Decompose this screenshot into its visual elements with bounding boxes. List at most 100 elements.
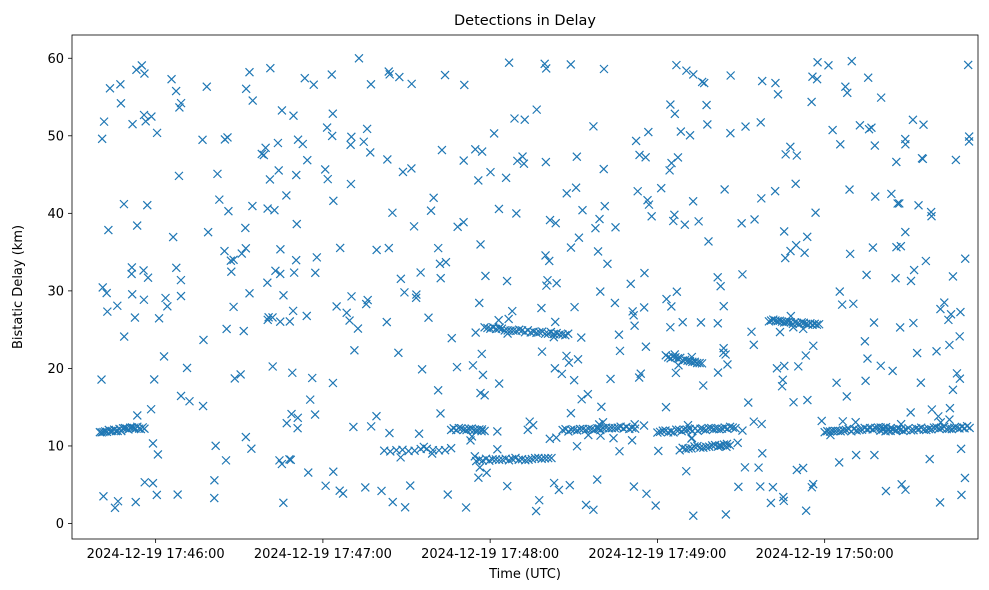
scatter-point [952, 368, 962, 378]
chart-title: Detections in Delay [454, 13, 596, 29]
scatter-point [507, 306, 517, 316]
scatter-point [747, 327, 756, 337]
scatter-point [838, 416, 848, 426]
scatter-point [564, 358, 574, 368]
scatter-point [610, 423, 620, 433]
scatter-point [310, 410, 320, 420]
scatter-point [599, 164, 609, 174]
scatter-point [152, 490, 162, 500]
scatter-point [275, 317, 285, 327]
scatter-point [722, 442, 731, 452]
scatter-point [900, 227, 910, 237]
scatter-point [159, 352, 169, 361]
scatter-point [770, 186, 780, 196]
scatter-point [411, 290, 421, 300]
y-tick-label: 0 [56, 517, 64, 532]
scatter-point [704, 442, 714, 452]
scatter-point [841, 425, 851, 435]
scatter-point [97, 375, 106, 384]
scatter-point [554, 485, 564, 495]
scatter-point [562, 188, 572, 198]
scatter-point [436, 409, 445, 418]
scatter-point [447, 333, 457, 343]
scatter-point [99, 117, 109, 127]
scatter-point [520, 115, 530, 125]
scatter-point [725, 422, 735, 432]
scatter-point [666, 427, 676, 436]
scatter-point [419, 442, 429, 452]
scatter-point [435, 259, 445, 269]
scatter-point [666, 301, 676, 311]
scatter-point [474, 298, 484, 308]
scatter-point [312, 252, 322, 262]
scatter-point [925, 454, 935, 464]
scatter-point [775, 327, 785, 337]
scatter-point [271, 266, 280, 276]
scatter-point [914, 200, 923, 210]
scatter-point [572, 441, 582, 451]
scatter-point [721, 509, 731, 519]
scatter-point [630, 321, 640, 331]
scatter-point [141, 116, 151, 126]
scatter-point [778, 492, 788, 502]
scatter-point [241, 84, 251, 94]
scatter-point [658, 426, 668, 436]
scatter-point [198, 135, 207, 145]
scatter-point [719, 301, 729, 311]
scatter-point [653, 446, 663, 456]
scatter-point [495, 323, 505, 333]
scatter-point [733, 482, 743, 492]
scatter-point [202, 82, 212, 92]
scatter-point [537, 303, 546, 313]
scatter-point [789, 397, 798, 407]
scatter-point [261, 143, 271, 153]
scatter-point [346, 140, 356, 150]
scatter-point [781, 149, 791, 159]
scatter-point [688, 511, 698, 521]
scatter-point [471, 328, 481, 338]
scatter-point [936, 304, 945, 314]
scatter-point [698, 381, 708, 390]
scatter-point [573, 354, 583, 364]
scatter-point [563, 329, 573, 339]
scatter-point [282, 418, 292, 428]
scatter-point [715, 441, 724, 451]
scatter-point [537, 347, 547, 357]
scatter-point [955, 374, 965, 384]
scatter-point [171, 86, 181, 96]
scatter-point [701, 442, 711, 452]
scatter-point [327, 131, 337, 141]
scatter-point [895, 323, 905, 332]
scatter-point [154, 313, 164, 323]
scatter-point [728, 423, 738, 432]
scatter-point [119, 332, 129, 342]
scatter-point [131, 497, 141, 507]
scatter-point [643, 127, 653, 137]
scatter-point [268, 362, 278, 371]
scatter-point [800, 248, 810, 258]
scatter-point [328, 109, 338, 119]
scatter-point [153, 449, 163, 459]
scatter-point [588, 121, 598, 131]
scatter-point [888, 366, 898, 376]
scatter-point [956, 307, 965, 317]
scatter-point [467, 424, 477, 433]
scatter-point [384, 243, 394, 253]
scatter-point [115, 79, 125, 89]
y-tick-label: 20 [47, 362, 64, 377]
scatter-point [346, 132, 356, 142]
scatter-point [198, 401, 208, 411]
scatter-point [779, 226, 789, 236]
scatter-point [644, 200, 654, 210]
scatter-point [731, 423, 740, 433]
scatter-point [828, 125, 838, 135]
scatter-point [328, 467, 338, 477]
scatter-point [945, 415, 954, 424]
scatter-point [702, 100, 711, 110]
scatter-point [524, 455, 534, 465]
scatter-point [436, 273, 446, 283]
scatter-point [600, 201, 610, 211]
scatter-point [309, 80, 319, 90]
scatter-point [113, 496, 123, 506]
scatter-point [756, 193, 766, 203]
